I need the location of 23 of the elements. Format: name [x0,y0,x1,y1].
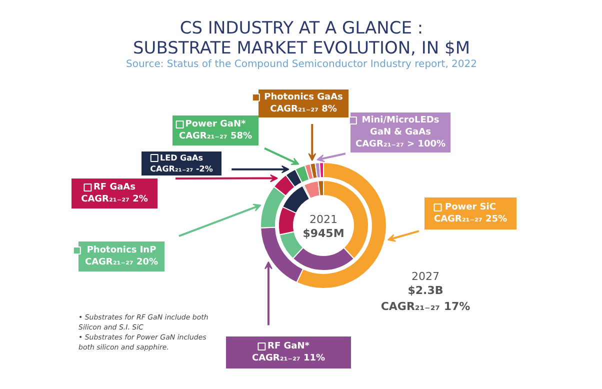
legend-label: LED GaAs [160,154,204,162]
chart-title: CS INDUSTRY AT A GLANCE : SUBSTRATE MARKET EVOLUTION, IN $M [133,18,470,58]
text: $945M [302,227,344,240]
text: CAGR₂₁₋₂₇ 58% [178,132,252,142]
legend-label: Photonics GaAs [264,92,343,102]
slice-label: 2021 [310,213,338,226]
legend-label: RF GaN* [268,342,310,352]
text: CAGR₂₁₋₂₇ 2% [81,194,148,204]
text: CAGR₂₁₋₂₇ 11% [252,354,326,364]
text: $2.3B [408,284,444,297]
legend-label: RF GaAs [94,182,136,192]
chart-subtitle: Source: Status of the Compound Semiconductor Industry report, 2022 [126,59,478,70]
text: CAGR₂₁₋₂₇ 20% [84,258,158,268]
slice-label: 2027 [412,270,440,283]
text: CAGR₂₁₋₂₇ 8% [270,104,337,114]
legend-label: Power GaN* [185,120,246,130]
legend-label: Photonics InP [86,246,157,256]
text: CAGR₂₁₋₂₇ 17% [380,300,470,313]
legend-label: Power SiC [445,202,496,212]
legend-label: Mini/MicroLEDs GaN & GaAs [362,116,440,138]
text: CAGR₂₁₋₂₇ 25% [434,214,508,224]
text: CAGR₂₁₋₂₇ > 100% [355,140,446,150]
text: CAGR₂₁₋₂₇ -2% [150,164,213,174]
